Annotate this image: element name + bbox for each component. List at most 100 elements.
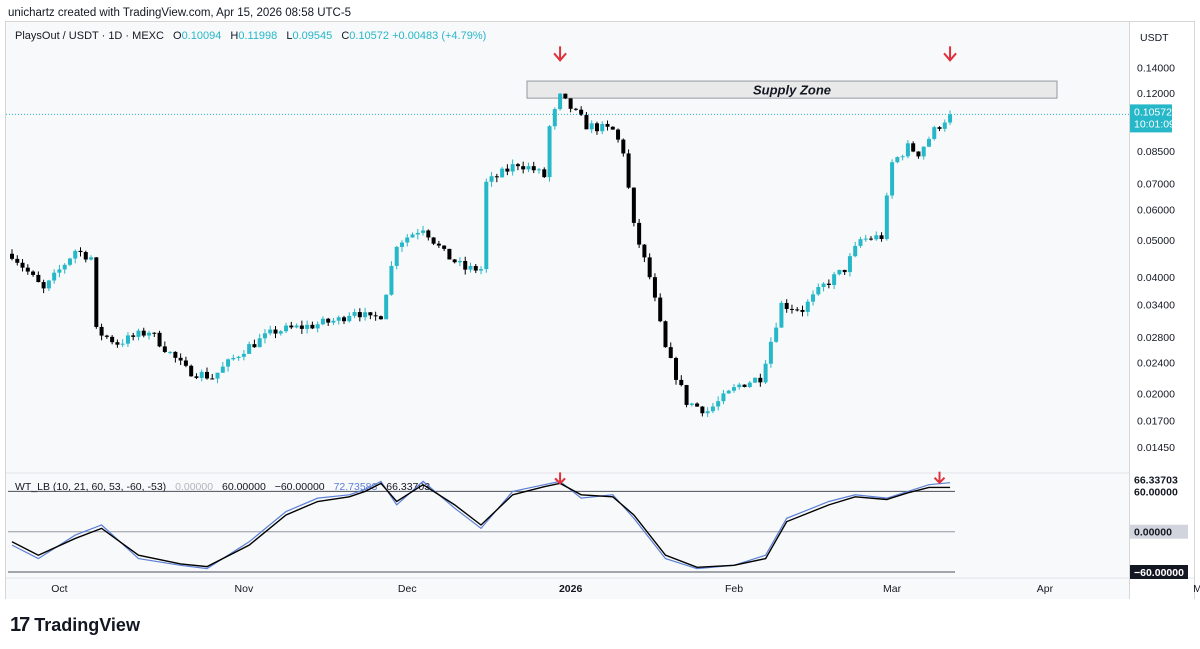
candle-body: [231, 357, 236, 360]
candle-body: [25, 267, 30, 272]
candle-body: [125, 335, 130, 344]
candle-body: [742, 384, 747, 387]
candle-body: [315, 324, 320, 329]
time-tick-label: Mar: [883, 583, 902, 595]
candle-body: [157, 332, 162, 347]
indicator-series-wt2: [11, 482, 951, 569]
candle-body: [879, 235, 884, 239]
candle-body: [141, 330, 146, 336]
candle-body: [210, 378, 215, 380]
candle-body: [262, 333, 267, 339]
candle-body: [62, 264, 67, 270]
candle-body: [631, 187, 636, 223]
low-label: L: [286, 30, 293, 42]
candle-body: [874, 235, 879, 240]
candle-body: [758, 377, 763, 383]
candle-body: [405, 237, 410, 243]
candle-body: [942, 122, 947, 129]
candle-body: [236, 356, 241, 358]
candle-body: [363, 312, 368, 318]
candle-body: [36, 274, 41, 283]
candle-body: [399, 242, 404, 247]
time-tick-label: Nov: [235, 583, 254, 595]
candle-body: [853, 245, 858, 257]
candle-body: [832, 274, 837, 285]
price-tick-label: 0.14000: [1137, 62, 1175, 74]
header-credit: unichartz created with TradingView.com, …: [8, 7, 352, 19]
indicator-down-arrow-icon: [554, 472, 566, 485]
candle-body: [173, 351, 178, 358]
candle-body: [621, 139, 626, 154]
candle-body: [178, 357, 183, 361]
candle-body: [452, 259, 457, 263]
currency-label[interactable]: USDT: [1140, 32, 1169, 44]
candle-body: [489, 176, 494, 182]
indicator-value-label: 0.00000: [1134, 527, 1172, 539]
down-arrow-icon: [553, 46, 567, 62]
candle-body: [247, 344, 252, 354]
indicator-value-5: 66.33703: [386, 481, 431, 493]
tradingview-logo[interactable]: 17 TradingView: [10, 614, 140, 637]
candle-body: [10, 253, 14, 259]
candle-body: [610, 126, 615, 130]
candle-body: [921, 146, 926, 157]
candle-body: [368, 312, 373, 316]
candle-body: [152, 332, 157, 334]
candle-body: [668, 347, 673, 359]
candle-body: [220, 366, 225, 373]
price-tick-label: 0.12000: [1137, 88, 1175, 100]
candle-body: [479, 269, 484, 271]
symbol-name[interactable]: PlaysOut / USDT · 1D · MEXC: [15, 30, 164, 42]
candle-body: [779, 302, 784, 328]
candle-body: [890, 162, 895, 196]
candle-body: [257, 338, 262, 348]
indicator-value-label: −60.00000: [1134, 567, 1184, 579]
time-tick-label: Apr: [1037, 583, 1054, 595]
candle-body: [674, 358, 679, 380]
candle-body: [531, 166, 536, 171]
candle-body: [415, 232, 420, 235]
candle-body: [526, 166, 531, 170]
candle-body: [584, 115, 589, 130]
candle-body: [658, 297, 663, 322]
candle-body: [326, 318, 331, 323]
candle-body: [336, 317, 341, 321]
high-value: 0.11998: [238, 30, 278, 42]
candle-body: [589, 123, 594, 130]
supply-zone: [526, 80, 1058, 99]
candle-body: [500, 168, 505, 178]
candle-body: [278, 331, 283, 334]
price-tick-label: 0.02800: [1137, 332, 1175, 344]
candle-body: [542, 169, 547, 178]
candle-body: [747, 382, 752, 387]
candle-body: [194, 376, 199, 378]
countdown-label: 10:01:09: [1134, 118, 1175, 130]
candle-body: [594, 123, 599, 132]
candle-body: [637, 222, 642, 245]
candle-body: [884, 195, 889, 239]
candle-body: [805, 301, 810, 312]
change-value: +0.00483 (+4.79%): [392, 30, 487, 42]
candle-body: [737, 384, 742, 388]
candle-body: [310, 324, 315, 329]
plot-area[interactable]: [6, 22, 1129, 599]
price-tick-label: 0.08500: [1137, 146, 1175, 158]
candle-body: [147, 332, 152, 336]
indicator-value-2: 60.00000: [221, 481, 266, 493]
price-tick-label: 0.01450: [1137, 442, 1175, 454]
indicator-value-label: 66.33703: [1134, 474, 1178, 486]
candle-body: [52, 272, 57, 281]
price-tick-label: 0.02400: [1137, 358, 1175, 370]
symbol-legend: PlaysOut / USDT · 1D · MEXC O0.10094 H0.…: [15, 30, 486, 42]
candle-body: [579, 109, 584, 116]
candle-body: [373, 315, 378, 317]
candle-body: [378, 316, 383, 320]
indicator-name[interactable]: WT_LB (10, 21, 60, 53, -60, -53): [15, 481, 167, 493]
candle-body: [421, 230, 426, 233]
down-arrow-icon: [943, 46, 957, 62]
candle-body: [652, 277, 657, 298]
candle-body: [789, 308, 794, 310]
candle-body: [721, 393, 726, 402]
candle-body: [120, 343, 125, 345]
candle-body: [689, 403, 694, 405]
